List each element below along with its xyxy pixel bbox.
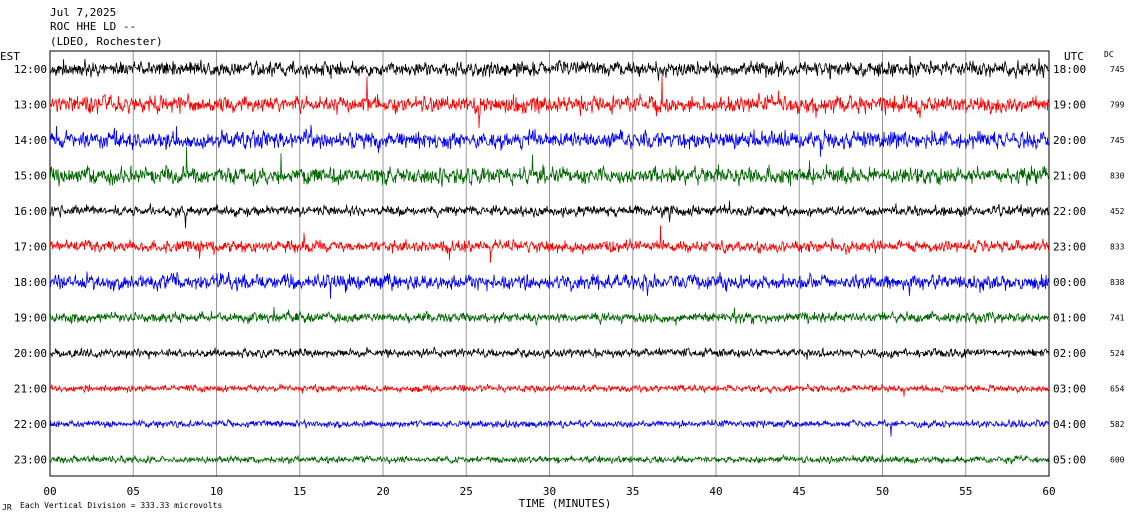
trace-row — [49, 453, 1050, 465]
dc-offset-value: 654 — [1110, 385, 1125, 394]
trace-row — [49, 271, 1050, 299]
utc-hour-label: 20:00 — [1053, 134, 1086, 147]
utc-hour-label: 22:00 — [1053, 205, 1086, 218]
hour-row-labels: 12:00 18:00 745 13:00 19:00 799 14:00 20:00 745 1… — [14, 63, 1125, 467]
trace-row — [49, 124, 1050, 157]
est-hour-label: 12:00 — [14, 63, 47, 76]
x-tick-labels: 00 05 10 15 20 25 30 35 40 45 50 55 60 — [43, 485, 1055, 498]
est-hour-label: 22:00 — [14, 418, 47, 431]
dc-offset-value: 838 — [1110, 278, 1125, 287]
x-tick-label: 30 — [543, 485, 556, 498]
utc-hour-label: 03:00 — [1053, 383, 1086, 396]
dc-offset-value: 745 — [1110, 65, 1125, 74]
dc-column-label: DC — [1104, 50, 1114, 59]
utc-hour-label: 23:00 — [1053, 241, 1086, 254]
network-name: (LDEO, Rochester) — [50, 35, 163, 48]
dc-offset-value: 799 — [1110, 101, 1125, 110]
trace-row — [49, 383, 1050, 397]
trace-row — [49, 75, 1050, 129]
x-axis-title: TIME (MINUTES) — [519, 497, 612, 510]
x-tick-label: 00 — [43, 485, 56, 498]
plot-frame — [49, 50, 1050, 477]
trace-row — [49, 418, 1050, 437]
utc-hour-label: 01:00 — [1053, 312, 1086, 325]
seismic-traces — [49, 55, 1050, 465]
est-hour-label: 13:00 — [14, 99, 47, 112]
est-hour-label: 23:00 — [14, 454, 47, 467]
trace-row — [49, 55, 1050, 81]
x-tick-label: 45 — [793, 485, 806, 498]
est-hour-label: 20:00 — [14, 347, 47, 360]
dc-offset-value: 741 — [1110, 314, 1125, 323]
utc-hour-label: 18:00 — [1053, 63, 1086, 76]
scale-footnote: Each Vertical Division = 333.33 microvol… — [20, 501, 222, 510]
dc-offset-value: 582 — [1110, 420, 1125, 429]
est-hour-label: 21:00 — [14, 383, 47, 396]
est-hour-label: 16:00 — [14, 205, 47, 218]
dc-offset-value: 600 — [1110, 456, 1125, 465]
x-tick-label: 35 — [626, 485, 639, 498]
est-axis-label: EST — [0, 50, 20, 63]
trace-row — [49, 306, 1050, 326]
trace-row — [49, 225, 1050, 263]
station-code: ROC HHE LD -- — [50, 20, 136, 33]
utc-axis-label: UTC — [1064, 50, 1084, 63]
logo-mark: JR — [2, 503, 12, 512]
utc-hour-label: 02:00 — [1053, 347, 1086, 360]
x-tick-label: 50 — [876, 485, 889, 498]
utc-hour-label: 21:00 — [1053, 170, 1086, 183]
trace-row — [49, 346, 1050, 360]
utc-hour-label: 05:00 — [1053, 454, 1086, 467]
x-tick-label: 15 — [293, 485, 306, 498]
utc-hour-label: 00:00 — [1053, 276, 1086, 289]
x-tick-label: 25 — [460, 485, 473, 498]
trace-row — [49, 146, 1050, 187]
est-hour-label: 17:00 — [14, 241, 47, 254]
est-hour-label: 14:00 — [14, 134, 47, 147]
dc-offset-value: 833 — [1110, 243, 1125, 252]
est-hour-label: 19:00 — [14, 312, 47, 325]
utc-hour-label: 04:00 — [1053, 418, 1086, 431]
est-hour-label: 18:00 — [14, 276, 47, 289]
dc-offset-value: 524 — [1110, 349, 1125, 358]
x-tick-label: 40 — [709, 485, 722, 498]
x-tick-label: 20 — [376, 485, 389, 498]
utc-hour-label: 19:00 — [1053, 99, 1086, 112]
trace-row — [49, 200, 1050, 229]
dc-offset-value: 745 — [1110, 136, 1125, 145]
x-tick-label: 05 — [127, 485, 140, 498]
dc-offset-value: 830 — [1110, 172, 1125, 181]
est-hour-label: 15:00 — [14, 170, 47, 183]
record-date: Jul 7,2025 — [50, 6, 116, 19]
x-tick-label: 55 — [959, 485, 972, 498]
x-tick-label: 10 — [210, 485, 223, 498]
dc-offset-value: 452 — [1110, 207, 1125, 216]
x-tick-label: 60 — [1042, 485, 1055, 498]
